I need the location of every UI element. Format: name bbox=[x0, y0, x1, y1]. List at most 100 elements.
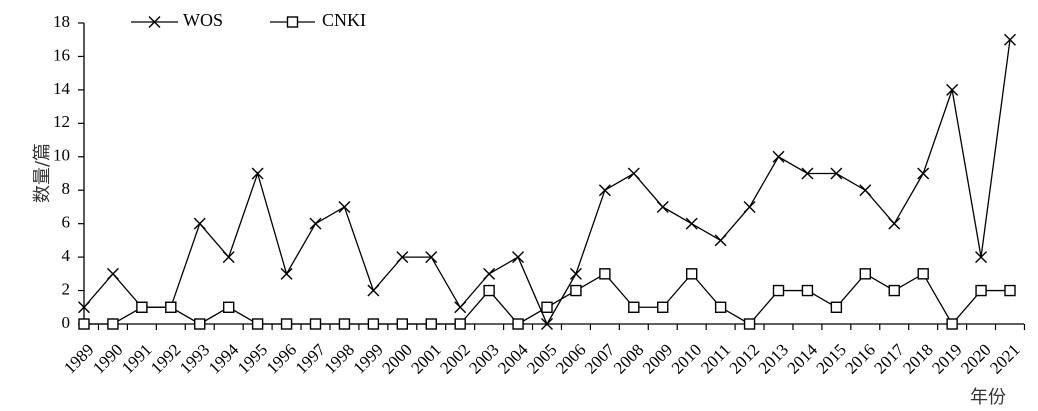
x-tick-label: 2001 bbox=[407, 340, 444, 377]
y-tick-label: 16 bbox=[53, 45, 70, 64]
legend-marker bbox=[148, 16, 161, 28]
data-point-wos bbox=[193, 217, 206, 230]
x-marker-stroke bbox=[830, 167, 843, 180]
y-tick-label: 2 bbox=[62, 279, 71, 298]
x-tick-label: 2019 bbox=[928, 340, 965, 377]
data-point-cnki bbox=[483, 284, 495, 297]
x-tick-label: 1997 bbox=[292, 340, 330, 378]
y-tick-label: 0 bbox=[62, 313, 71, 332]
x-tick-label: 2002 bbox=[436, 340, 473, 377]
data-point-wos bbox=[569, 267, 582, 280]
data-point-wos bbox=[512, 251, 525, 264]
x-tick-label: 2011 bbox=[697, 340, 734, 377]
x-marker-stroke bbox=[888, 217, 901, 230]
x-marker-stroke bbox=[975, 251, 988, 264]
y-tick-label: 6 bbox=[62, 213, 71, 232]
x-tick-label: 1998 bbox=[321, 340, 358, 377]
data-point-wos bbox=[743, 200, 756, 213]
data-point-wos bbox=[685, 217, 698, 230]
data-point-wos bbox=[975, 251, 988, 264]
data-point-wos bbox=[367, 284, 380, 297]
x-axis-title: 年份 bbox=[970, 387, 1006, 408]
data-point-cnki bbox=[425, 318, 437, 330]
data-point-cnki bbox=[946, 318, 958, 330]
x-marker-stroke bbox=[743, 200, 756, 213]
data-point-wos bbox=[830, 167, 843, 180]
data-point-wos bbox=[598, 184, 611, 197]
data-point-wos bbox=[338, 200, 351, 213]
x-tick-label: 2005 bbox=[523, 340, 560, 377]
data-point-cnki bbox=[657, 301, 669, 313]
y-axis-title: 数量/篇 bbox=[32, 143, 53, 203]
x-marker-stroke bbox=[483, 267, 496, 280]
y-tick-label: 18 bbox=[53, 12, 70, 31]
x-tick-label: 1995 bbox=[234, 340, 271, 377]
x-tick-label: 2007 bbox=[581, 340, 619, 378]
data-point-cnki bbox=[367, 318, 380, 330]
data-point-wos bbox=[714, 234, 727, 247]
x-marker-stroke bbox=[859, 184, 872, 197]
x-marker-stroke bbox=[946, 83, 959, 96]
x-marker-stroke bbox=[251, 167, 264, 180]
x-tick-label: 2012 bbox=[726, 340, 763, 377]
data-point-cnki bbox=[1004, 284, 1016, 297]
x-tick-label: 1994 bbox=[205, 340, 243, 378]
x-marker-stroke bbox=[425, 251, 438, 264]
data-point-cnki bbox=[512, 318, 524, 330]
x-marker-stroke bbox=[714, 234, 727, 247]
data-point-cnki bbox=[136, 301, 148, 313]
series-line-cnki bbox=[84, 272, 1010, 326]
data-point-wos bbox=[396, 251, 409, 264]
x-marker-stroke bbox=[512, 251, 525, 264]
x-marker-stroke bbox=[193, 217, 206, 230]
legend-marker bbox=[286, 16, 299, 28]
x-tick-label: 2000 bbox=[378, 340, 415, 377]
data-point-cnki bbox=[107, 318, 119, 330]
x-tick-label: 1999 bbox=[349, 340, 386, 377]
data-point-wos bbox=[946, 83, 959, 96]
data-point-cnki bbox=[570, 284, 582, 297]
x-marker-stroke bbox=[801, 167, 814, 180]
data-point-wos bbox=[859, 184, 872, 197]
x-marker-stroke bbox=[598, 184, 611, 197]
data-point-cnki bbox=[338, 318, 351, 330]
data-point-wos bbox=[541, 318, 553, 330]
x-tick-label: 2015 bbox=[812, 340, 849, 377]
data-point-cnki bbox=[685, 268, 698, 280]
legend: WOS CNKI bbox=[131, 10, 366, 30]
y-tick-labels: 0 2 4 6 8 10 12 14 16 18 bbox=[53, 12, 71, 332]
x-tick-label: 2010 bbox=[668, 340, 705, 377]
data-point-cnki bbox=[628, 301, 640, 313]
x-marker-stroke bbox=[627, 167, 640, 180]
x-tick-label: 1993 bbox=[176, 340, 213, 377]
legend-item-cnki: CNKI bbox=[270, 10, 366, 30]
legend-label-wos: WOS bbox=[183, 10, 223, 30]
data-point-cnki bbox=[714, 301, 727, 313]
data-point-cnki bbox=[917, 268, 929, 280]
y-tick-label: 8 bbox=[62, 179, 71, 198]
data-point-cnki bbox=[772, 284, 785, 297]
y-tick-label: 4 bbox=[62, 246, 71, 265]
x-marker-stroke bbox=[685, 217, 698, 230]
data-point-wos bbox=[222, 251, 235, 264]
x-tick-label: 1996 bbox=[263, 340, 300, 377]
x-tick-label: 2013 bbox=[755, 340, 792, 377]
x-tick-label: 1989 bbox=[60, 340, 97, 377]
data-point-wos bbox=[656, 200, 669, 213]
x-marker-stroke bbox=[367, 284, 380, 297]
x-tick-label: 2017 bbox=[870, 340, 908, 378]
data-point-cnki bbox=[78, 318, 90, 330]
data-point-wos bbox=[251, 167, 264, 180]
x-tick-label: 1991 bbox=[118, 340, 155, 377]
x-tick-label: 2009 bbox=[639, 340, 676, 377]
x-tick-label: 2016 bbox=[841, 340, 878, 377]
data-point-wos bbox=[801, 167, 814, 180]
data-point-wos bbox=[1004, 33, 1016, 46]
data-point-cnki bbox=[859, 268, 872, 280]
x-tick-label: 2004 bbox=[494, 340, 532, 378]
data-point-cnki bbox=[975, 284, 987, 297]
x-marker-stroke bbox=[106, 267, 119, 280]
series-layer bbox=[78, 33, 1016, 330]
x-marker-stroke bbox=[569, 267, 582, 280]
